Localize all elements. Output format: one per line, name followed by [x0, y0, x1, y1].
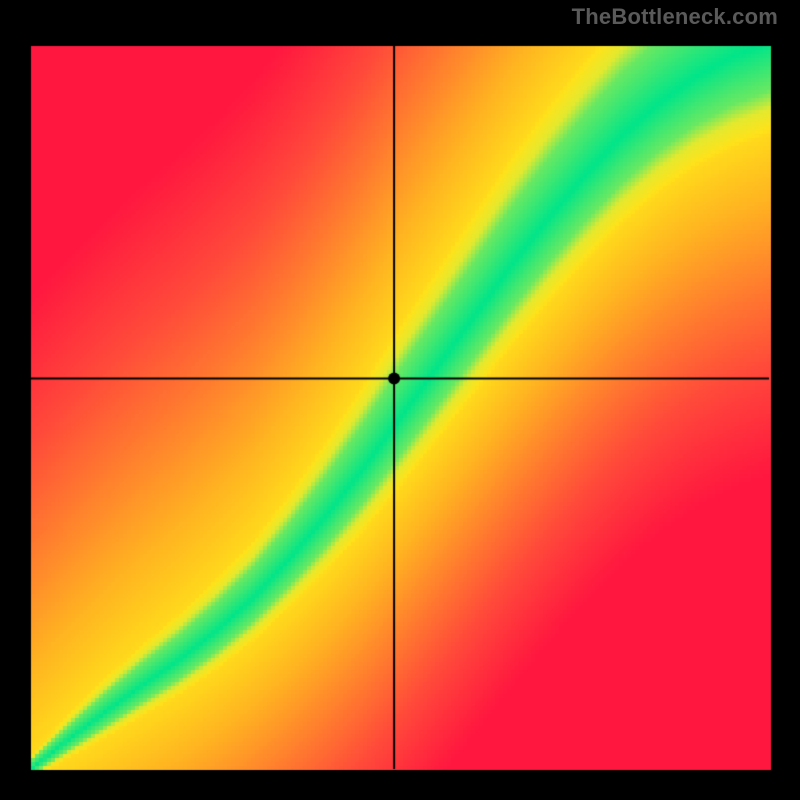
bottleneck-heatmap: [0, 0, 800, 800]
watermark-label: TheBottleneck.com: [572, 4, 778, 30]
chart-container: TheBottleneck.com: [0, 0, 800, 800]
